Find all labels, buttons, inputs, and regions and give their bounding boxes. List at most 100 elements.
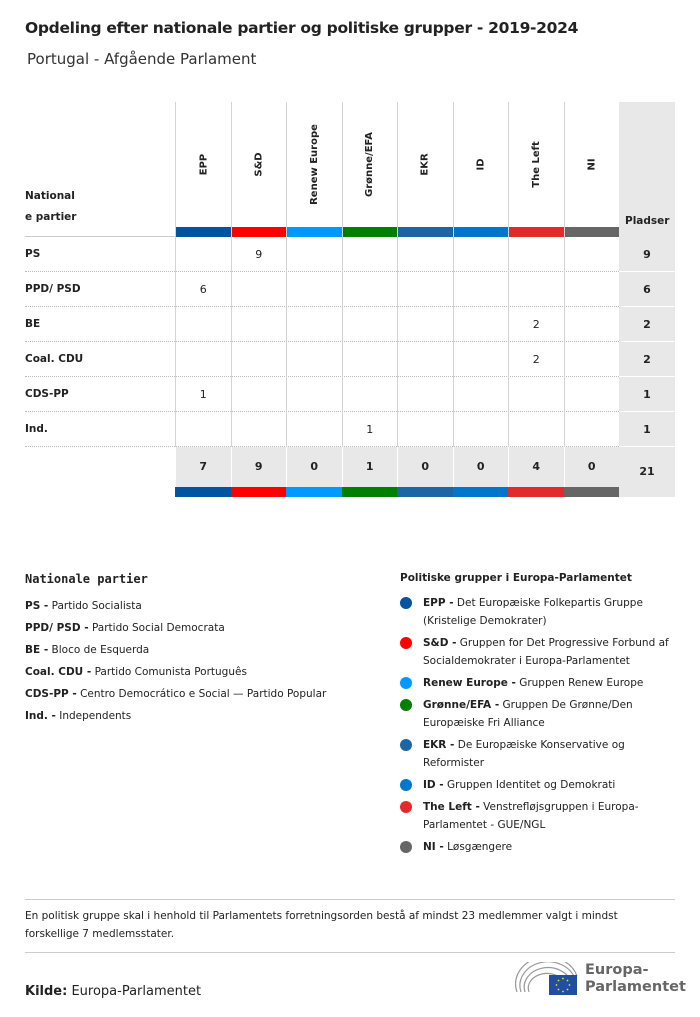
group-color-bar	[398, 227, 453, 237]
seat-cell	[508, 237, 564, 272]
party-name: PPD/ PSD	[25, 283, 81, 295]
legend-item: Coal. CDU - Partido Comunista Português	[25, 661, 326, 683]
group-column-header: S&D	[230, 102, 286, 237]
group-total: 0	[563, 447, 619, 487]
seat-cell	[286, 272, 342, 307]
legend-item: S&D - Gruppen for Det Progressive Forbun…	[400, 634, 680, 670]
divider	[25, 899, 675, 900]
seat-cell: 6	[175, 272, 231, 307]
group-color-bar	[287, 227, 342, 237]
legend-title: Politiske grupper i Europa-Parlamentet	[400, 572, 632, 584]
hemicycle-flag-icon	[515, 962, 578, 995]
seat-cell	[286, 237, 342, 272]
group-total: 1	[341, 447, 397, 487]
group-color-dot-icon	[400, 637, 412, 649]
seat-cell	[508, 412, 564, 447]
group-label: Renew Europe	[308, 124, 320, 205]
group-column-header: EKR	[397, 102, 453, 237]
table-row: Coal. CDU 2 2	[25, 342, 675, 377]
party-header-line1: National	[25, 190, 75, 202]
group-color-dot-icon	[400, 597, 412, 609]
group-column-header: The Left	[508, 102, 564, 237]
table-row: Ind. 1 1	[25, 412, 675, 447]
seat-cell	[563, 377, 620, 412]
logo-line1: Europa-	[585, 962, 649, 978]
table-row: CDS-PP 1 1	[25, 377, 675, 412]
legend-item: CDS-PP - Centro Democrático e Social — P…	[25, 683, 326, 705]
legend-title: Nationale partier	[25, 572, 148, 586]
legend-name: Bloco de Esquerda	[51, 644, 150, 656]
row-total: 6	[619, 272, 675, 307]
legend-abbr: EKR -	[423, 739, 455, 751]
national-parties-legend: Nationale partier PS - Partido Socialist…	[25, 572, 326, 727]
group-label: NI	[586, 158, 598, 171]
group-color-bar	[231, 227, 286, 237]
legend-item: Ind. - Independents	[25, 705, 326, 727]
party-name: Coal. CDU	[25, 353, 84, 365]
legend-abbr: Grønne/EFA -	[423, 699, 500, 711]
group-color-bar	[176, 227, 231, 237]
legend-item: Grønne/EFA - Gruppen De Grønne/Den Europ…	[400, 696, 680, 732]
group-label-wrap: ID	[471, 102, 491, 227]
seat-cell	[452, 272, 509, 307]
seat-cell	[230, 272, 287, 307]
group-color-bar	[564, 227, 619, 237]
group-column-header: EPP	[175, 102, 231, 237]
legend-name: Løsgængere	[447, 841, 513, 853]
group-color-bar	[453, 227, 508, 237]
totals-row: 7 9 0 1 0 0 4 0 21	[25, 447, 675, 497]
group-color-bar	[230, 487, 286, 497]
legend-name: Partido Socialista	[51, 600, 142, 612]
seat-cell	[397, 307, 453, 342]
group-total: 0	[286, 447, 342, 487]
party-name: Ind.	[25, 423, 48, 435]
seat-cell	[397, 237, 453, 272]
seat-cell	[508, 377, 564, 412]
legend-item: EPP - Det Europæiske Folkepartis Gruppe …	[400, 594, 680, 630]
seat-cell	[452, 412, 509, 447]
seat-cell	[563, 272, 620, 307]
legend-abbr: Ind. -	[25, 710, 56, 722]
legend-name: Venstrefløjsgruppen i Europa-Parlamentet…	[423, 801, 639, 831]
row-total: 1	[619, 412, 675, 447]
legend-item: EKR - De Europæiske Konservative og Refo…	[400, 736, 680, 772]
seat-cell: 1	[175, 377, 231, 412]
seat-cell	[175, 412, 231, 447]
group-color-bar	[286, 487, 342, 497]
group-color-bar	[452, 487, 508, 497]
page-title: Opdeling efter nationale partier og poli…	[25, 19, 579, 37]
source-label: Kilde:	[25, 984, 68, 999]
legend-name: Gruppen Renew Europe	[519, 677, 644, 689]
row-total: 2	[619, 342, 675, 377]
group-color-dot-icon	[400, 801, 412, 813]
legend-abbr: Renew Europe -	[423, 677, 516, 689]
seat-cell	[563, 237, 620, 272]
table-row: PPD/ PSD 6 6	[25, 272, 675, 307]
group-column-header: Renew Europe	[286, 102, 342, 237]
group-label: EPP	[197, 153, 209, 176]
seat-cell	[563, 342, 620, 377]
seat-cell	[230, 342, 287, 377]
seat-cell	[230, 377, 287, 412]
party-name: BE	[25, 318, 41, 330]
group-label-wrap: Grønne/EFA	[360, 102, 380, 227]
seat-cell	[563, 412, 620, 447]
seat-cell	[452, 307, 509, 342]
seat-cell	[341, 342, 398, 377]
party-header-line2: e partier	[25, 211, 77, 223]
legend-item: ID - Gruppen Identitet og Demokrati	[400, 776, 680, 794]
seat-table: National e partier Pladser EPP S&D Renew Eu…	[25, 102, 675, 497]
group-color-bar	[341, 487, 397, 497]
seat-cell	[230, 307, 287, 342]
seat-cell	[563, 307, 620, 342]
seat-cell	[286, 342, 342, 377]
divider	[25, 952, 675, 953]
group-label: S&D	[253, 152, 265, 177]
seat-cell	[397, 377, 453, 412]
row-total: 9	[619, 237, 675, 272]
seat-cell	[286, 307, 342, 342]
seat-cell	[175, 307, 231, 342]
seat-cell	[341, 237, 398, 272]
legend-name: Gruppen De Grønne/Den Europæiske Fri All…	[423, 699, 633, 729]
group-label-wrap: The Left	[526, 102, 546, 227]
